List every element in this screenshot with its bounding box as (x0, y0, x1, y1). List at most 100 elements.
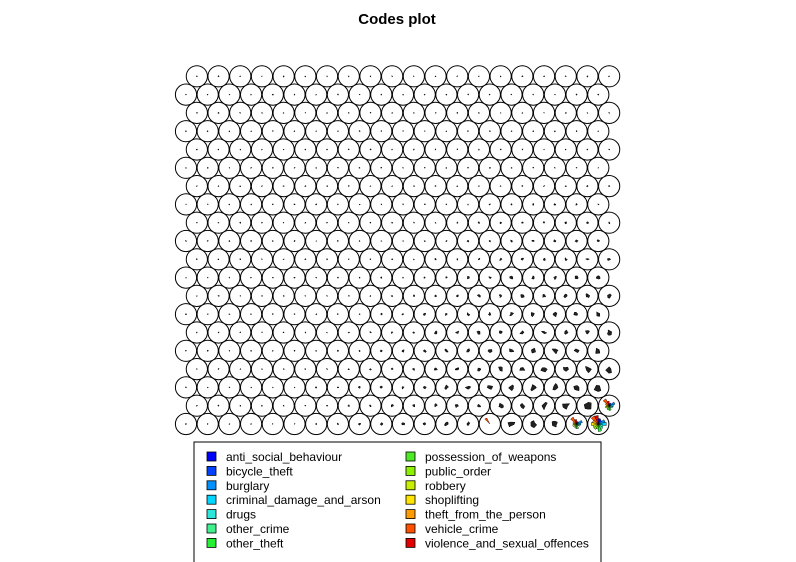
glyph-shape (315, 203, 318, 206)
node-glyph (336, 313, 339, 316)
node-glyph (445, 93, 448, 96)
legend-swatch (405, 494, 416, 505)
glyph-shape (196, 404, 198, 407)
glyph-shape (272, 166, 274, 169)
node-glyph (445, 240, 448, 243)
glyph-shape (228, 203, 231, 206)
glyph-shape (315, 240, 317, 242)
node-glyph (196, 185, 198, 188)
node-glyph (520, 294, 525, 299)
glyph-shape (531, 275, 535, 280)
glyph-segment-other_theft (608, 405, 612, 411)
glyph-shape (412, 75, 415, 77)
node-glyph (379, 385, 384, 389)
node-glyph (185, 167, 187, 169)
legend-label: theft_from_the_person (425, 508, 546, 522)
node-glyph (553, 93, 556, 96)
glyph-shape (564, 75, 567, 78)
node-glyph (282, 331, 285, 334)
node-glyph (606, 257, 612, 261)
glyph-shape (575, 130, 578, 132)
node-glyph (185, 386, 187, 389)
glyph-shape (477, 221, 480, 225)
node-glyph (608, 221, 611, 225)
node-glyph (358, 276, 361, 279)
node-glyph (369, 404, 372, 408)
node-glyph (542, 221, 546, 224)
glyph-shape (228, 350, 231, 352)
node-glyph (293, 93, 296, 96)
glyph-shape (466, 348, 470, 353)
glyph-shape (445, 166, 447, 169)
glyph-shape (543, 257, 546, 261)
node-glyph (521, 148, 524, 151)
glyph-shape (530, 420, 538, 429)
node-glyph (499, 184, 502, 187)
glyph-shape (206, 166, 209, 169)
node-glyph (206, 386, 209, 389)
glyph-shape (304, 148, 307, 151)
node-glyph (519, 402, 526, 410)
node-glyph (250, 93, 253, 96)
glyph-shape (196, 75, 198, 78)
glyph-shape (391, 258, 394, 261)
node-glyph (391, 112, 394, 114)
node-glyph (380, 130, 383, 132)
node-glyph (445, 276, 448, 279)
legend-swatch (405, 451, 416, 462)
glyph-shape (206, 386, 209, 389)
node-glyph (239, 294, 241, 297)
node-glyph (608, 185, 611, 188)
glyph-shape (423, 240, 426, 243)
glyph-shape (347, 222, 350, 224)
node-glyph (540, 367, 548, 373)
glyph-shape (250, 386, 252, 389)
glyph-shape (553, 239, 557, 243)
glyph-shape (564, 221, 567, 225)
glyph-shape (206, 93, 209, 96)
glyph-shape (509, 275, 514, 280)
glyph-shape (217, 331, 220, 334)
node-glyph (412, 331, 415, 334)
glyph-shape (466, 239, 470, 243)
legend-item: drugs (206, 508, 256, 522)
glyph-shape (185, 203, 187, 206)
node-glyph (466, 239, 470, 243)
glyph-shape (379, 385, 384, 389)
node-glyph (336, 203, 339, 206)
glyph-shape (282, 295, 285, 297)
glyph-shape (271, 130, 274, 132)
glyph-shape (434, 330, 438, 335)
node-glyph (467, 275, 470, 280)
node-glyph (596, 311, 601, 317)
node-glyph (499, 221, 503, 225)
glyph-shape (260, 148, 263, 151)
glyph-shape (380, 422, 384, 426)
node-glyph (261, 331, 263, 334)
glyph-shape (272, 313, 274, 316)
glyph-shape (369, 185, 372, 187)
glyph-shape (564, 111, 567, 115)
glyph-shape (325, 331, 328, 334)
node-glyph (570, 416, 583, 429)
glyph-shape (282, 185, 285, 187)
node-glyph (326, 294, 328, 297)
node-glyph (467, 167, 469, 169)
node-glyph (444, 421, 449, 427)
glyph-shape (478, 148, 480, 151)
node-glyph (402, 93, 405, 96)
glyph-shape (454, 404, 459, 409)
glyph-shape (530, 312, 535, 318)
node-glyph (250, 422, 252, 425)
glyph-segment-public_order (593, 423, 599, 430)
node-glyph (530, 384, 537, 392)
glyph-shape (573, 385, 580, 392)
glyph-shape (586, 148, 589, 151)
glyph-shape (390, 367, 394, 370)
node-glyph (347, 222, 350, 224)
glyph-shape (402, 93, 405, 96)
node-glyph (499, 257, 503, 261)
glyph-shape (444, 384, 450, 391)
node-glyph (543, 148, 545, 151)
glyph-shape (424, 166, 426, 169)
